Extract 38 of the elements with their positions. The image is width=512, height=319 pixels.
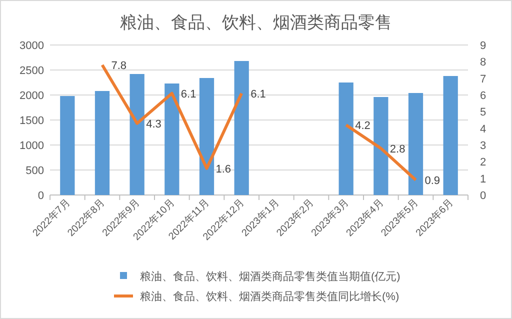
- y-tick-label: 1000: [20, 140, 44, 152]
- data-label: 4.3: [146, 118, 162, 130]
- bar: [408, 93, 424, 195]
- y2-tick-label: 0: [480, 190, 486, 202]
- y2-tick-label: 7: [480, 73, 486, 86]
- data-label: 6.1: [250, 88, 266, 100]
- data-label: 7.8: [111, 60, 127, 72]
- y-tick-label: 2000: [20, 90, 44, 102]
- y2-tick-label: 3: [480, 140, 486, 152]
- y-tick-label: 2500: [20, 65, 44, 77]
- data-label: 1.6: [216, 163, 232, 176]
- y-tick-label: 0: [38, 190, 44, 202]
- y2-tick-label: 9: [480, 40, 486, 52]
- bar: [130, 74, 144, 195]
- bar: [199, 78, 214, 195]
- y2-tick-label: 8: [480, 56, 486, 69]
- data-label: 2.8: [390, 143, 406, 156]
- bar: [60, 96, 75, 195]
- y-tick-label: 3000: [20, 40, 44, 52]
- bar: [374, 97, 388, 195]
- bar: [338, 82, 354, 195]
- bar: [164, 84, 180, 195]
- y-tick-label: 1500: [20, 115, 44, 127]
- bar: [234, 61, 249, 195]
- y2-tick-label: 1: [480, 173, 486, 186]
- data-label: 6.1: [180, 88, 196, 100]
- y2-tick-label: 5: [480, 106, 486, 119]
- chart-title: 粮油、食品、饮料、烟酒类商品零售: [120, 13, 392, 32]
- data-label: 0.9: [424, 175, 440, 187]
- y2-tick-label: 4: [480, 123, 486, 136]
- bar: [443, 76, 458, 195]
- bar: [94, 91, 110, 195]
- y2-tick-label: 2: [480, 156, 486, 169]
- y2-tick-label: 6: [480, 90, 486, 102]
- data-label: 4.2: [355, 120, 370, 132]
- y-tick-label: 500: [26, 165, 44, 177]
- legend-label: 粮油、食品、饮料、烟酒类商品零售类值同比增长(%): [140, 290, 400, 303]
- legend-label: 粮油、食品、饮料、烟酒类商品零售类值当期值(亿元): [140, 270, 400, 283]
